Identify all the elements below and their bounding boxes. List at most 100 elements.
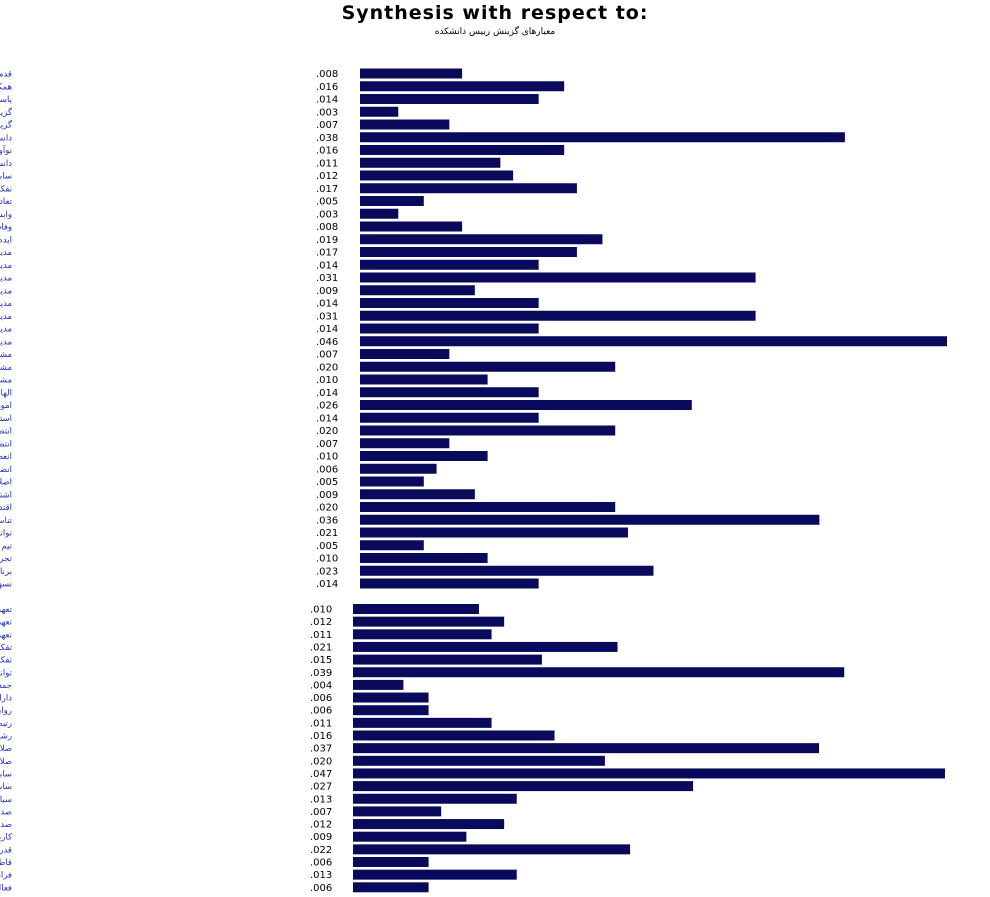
category-label: تعهد سازمانی: [0, 618, 13, 628]
category-label: صداقت: [0, 807, 12, 817]
category-label: دانش: [0, 159, 12, 169]
value-label: .003: [316, 107, 338, 118]
value-label: .003: [316, 209, 338, 220]
value-label: .006: [310, 858, 332, 869]
category-label: تفکر استراتژیک: [0, 643, 13, 653]
bar: [353, 692, 429, 703]
bar: [360, 170, 514, 181]
category-label: تناسب رشته با مدیریت: [0, 516, 13, 526]
value-label: .017: [316, 248, 338, 259]
value-label: .020: [310, 756, 332, 767]
category-label: قاطعیت: [0, 858, 12, 868]
value-label: .014: [316, 388, 338, 399]
value-label: .014: [316, 95, 338, 106]
bar: [353, 768, 945, 779]
value-label: .013: [310, 794, 332, 805]
value-label: .014: [316, 324, 338, 335]
bar: [360, 361, 616, 372]
value-label: .007: [316, 350, 338, 361]
value-label: .009: [310, 832, 332, 843]
bar: [360, 81, 565, 92]
bar: [360, 272, 756, 283]
category-label: الهام بخش: [0, 388, 12, 398]
bar: [360, 374, 488, 385]
bar: [353, 869, 517, 880]
category-label: تسهیل گر: [0, 579, 13, 590]
bar: [360, 259, 539, 270]
value-label: .046: [316, 337, 338, 348]
bar: [353, 730, 555, 741]
value-label: .005: [316, 477, 338, 488]
category-label: تفکر جمعی: [0, 656, 13, 666]
value-label: .011: [310, 718, 332, 729]
category-label: سیاستمدار: [0, 795, 12, 805]
category-label: برنامه ریز: [0, 567, 12, 577]
category-label: اصلاح گرایی: [0, 477, 12, 488]
bar: [360, 310, 756, 321]
value-label: .011: [316, 158, 338, 169]
bar: [353, 743, 820, 754]
value-label: .020: [316, 503, 338, 514]
bar: [360, 514, 820, 525]
value-label: .008: [316, 69, 338, 80]
bar: [353, 667, 845, 678]
value-label: .006: [310, 883, 332, 894]
category-label: فراهم آوری زیرساخت: [0, 869, 12, 881]
value-label: .019: [316, 235, 338, 246]
bar: [353, 819, 505, 830]
bar: [360, 119, 450, 130]
value-label: .009: [316, 286, 338, 297]
value-label: .011: [310, 630, 332, 641]
bar: [360, 323, 539, 334]
value-label: .006: [316, 464, 338, 475]
category-label: مشارکت در امور دانشگاهی: [0, 362, 12, 373]
category-label: مشارکت با نهادها: [0, 350, 12, 360]
category-label: مشارکت در اجتماع: [0, 376, 12, 386]
value-label: .014: [316, 260, 338, 271]
bar: [360, 285, 475, 296]
category-label: دانش علمی: [0, 133, 12, 143]
category-label: سابقه مدیریت در سایر سازمان ها: [0, 782, 12, 792]
value-label: .037: [310, 744, 332, 755]
bar: [353, 781, 694, 792]
category-label: سابقه مدیریت دانشگاهی: [0, 768, 12, 779]
category-label: گزینش سابقه در وزارت: [0, 107, 13, 118]
value-label: .016: [310, 731, 332, 742]
bar: [360, 145, 565, 155]
category-label: جمعیت: [0, 681, 12, 691]
value-label: .026: [316, 401, 338, 412]
value-label: .010: [310, 605, 332, 616]
category-label: امور دانشجویی: [0, 401, 12, 411]
bar: [360, 68, 463, 79]
bar: [353, 857, 429, 867]
category-label: وفاداری: [0, 223, 12, 233]
value-label: .014: [316, 579, 338, 590]
value-label: .036: [316, 515, 338, 526]
bar: [360, 208, 399, 219]
bar: [360, 349, 450, 359]
category-label: تعهد به حقیقت: [0, 605, 13, 615]
bar: [353, 831, 467, 842]
value-label: .006: [310, 706, 332, 717]
bar: [353, 679, 404, 690]
bar: [360, 387, 539, 398]
category-label: کاریزماتیک: [0, 833, 13, 843]
value-label: .017: [316, 184, 338, 195]
value-label: .022: [310, 845, 332, 856]
value-label: .015: [310, 655, 332, 666]
category-label: ایده دار: [0, 235, 12, 245]
category-label: همکاری با دانشجویان: [0, 82, 12, 92]
category-label: صلاحیت حرفه ای: [0, 744, 12, 754]
value-label: .007: [316, 439, 338, 450]
category-label: توانمندی علمی: [0, 668, 13, 678]
bar: [360, 157, 501, 168]
value-label: .012: [310, 617, 332, 628]
value-label: .038: [316, 133, 338, 144]
bar: [353, 629, 492, 640]
category-label: تجربه پژوهشی: [0, 554, 13, 564]
value-label: .012: [310, 820, 332, 831]
bar: [353, 604, 479, 614]
value-label: .008: [316, 222, 338, 233]
bar: [353, 793, 517, 804]
value-label: .009: [316, 490, 338, 501]
